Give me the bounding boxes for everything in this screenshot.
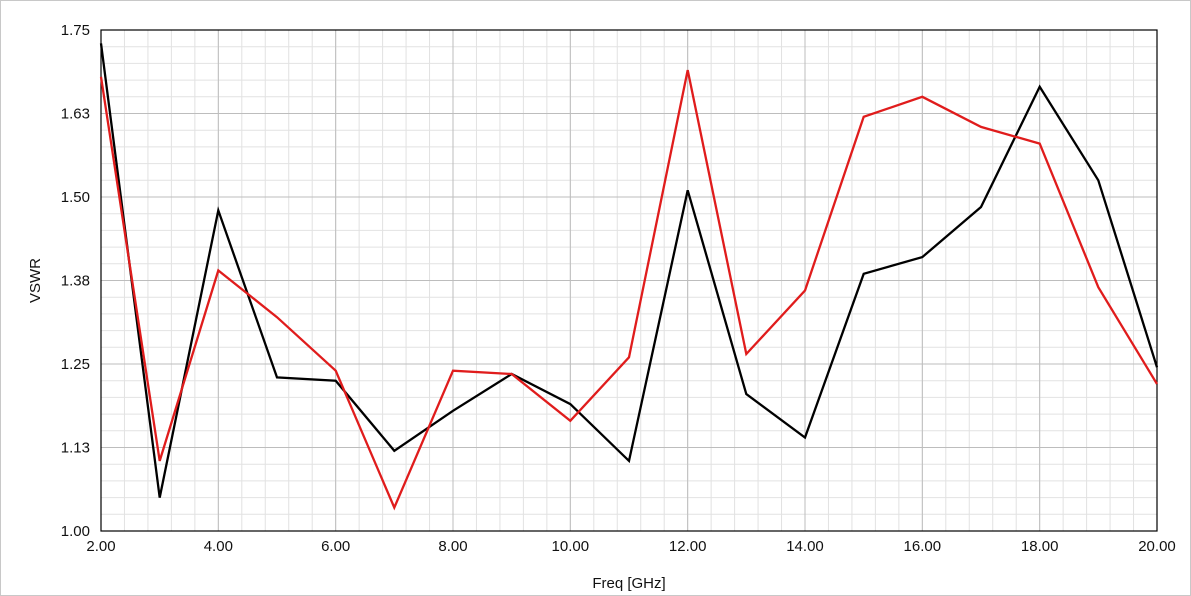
x-tick-label: 16.00 (904, 538, 942, 555)
y-tick-label: 1.75 (61, 22, 90, 39)
y-tick-label: 1.00 (61, 523, 90, 540)
y-tick-label: 1.25 (61, 356, 90, 373)
y-tick-label: 1.50 (61, 189, 90, 206)
y-axis-title: VSWR (27, 258, 44, 303)
x-tick-label: 6.00 (321, 538, 350, 555)
x-tick-label: 20.00 (1138, 538, 1176, 555)
plot-border (100, 29, 1158, 532)
y-tick-label: 1.38 (61, 273, 90, 290)
series-line-2 (99, 69, 1158, 511)
y-tick-labels: 1.00 1.13 1.25 1.38 1.50 1.63 1.75 (61, 22, 90, 540)
x-tick-label: 4.00 (204, 538, 233, 555)
x-axis-title: Freq [GHz] (592, 575, 665, 592)
x-tick-label: 18.00 (1021, 538, 1059, 555)
x-tick-label: 12.00 (669, 538, 707, 555)
x-tick-label: 2.00 (86, 538, 115, 555)
x-tick-label: 14.00 (786, 538, 824, 555)
series-line-1 (99, 43, 1159, 498)
y-tick-label: 1.13 (61, 440, 90, 457)
x-tick-labels: 2.00 4.00 6.00 8.00 10.00 12.00 14.00 16.00 18.0… (86, 538, 1175, 555)
y-tick-label: 1.63 (61, 106, 90, 123)
x-tick-label: 10.00 (552, 538, 590, 555)
x-tick-label: 8.00 (438, 538, 467, 555)
series-layer (99, 43, 1159, 511)
